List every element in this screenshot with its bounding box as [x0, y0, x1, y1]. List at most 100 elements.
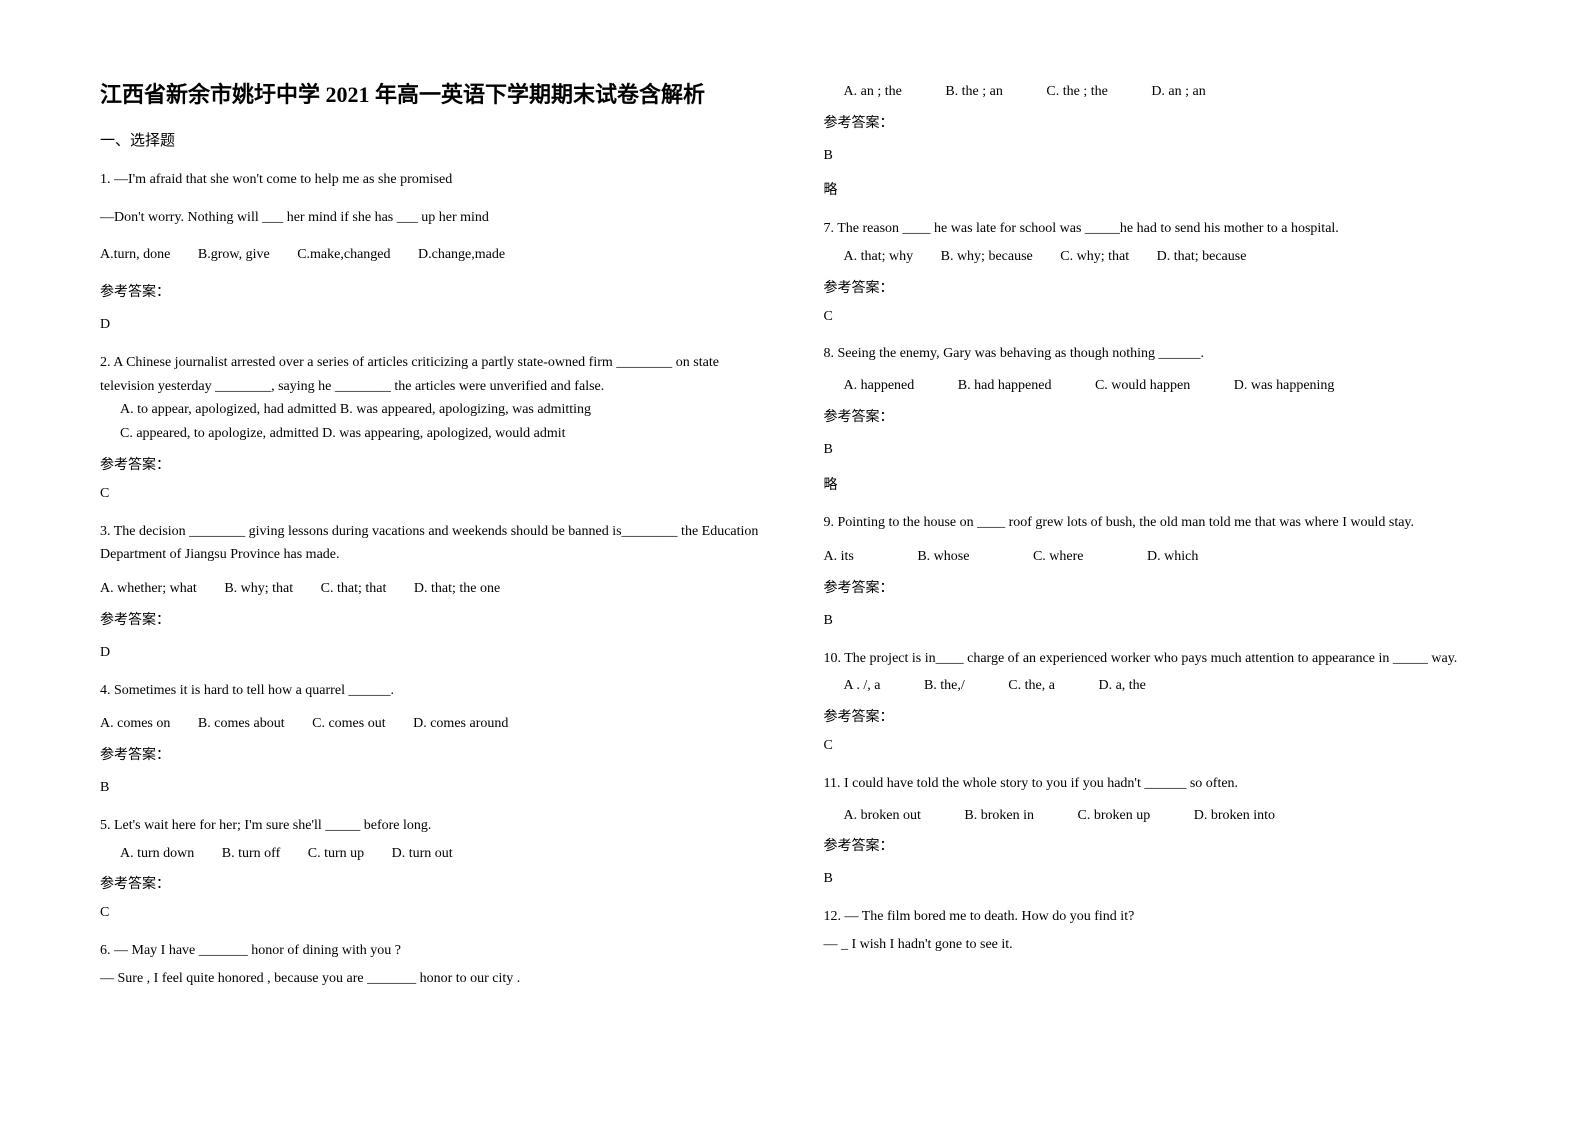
q1-line2: —Don't worry. Nothing will ___ her mind …	[100, 206, 764, 230]
q4-opt-c: C. comes out	[312, 712, 386, 736]
q10-opt-b: B. the,/	[924, 674, 965, 698]
q9-text: 9. Pointing to the house on ____ roof gr…	[824, 511, 1488, 535]
question-1: 1. —I'm afraid that she won't come to he…	[100, 168, 764, 337]
q9-options: A. its B. whose C. where D. which	[824, 545, 1488, 569]
q5-opt-d: D. turn out	[392, 842, 453, 866]
question-3: 3. The decision ________ giving lessons …	[100, 520, 764, 665]
q8-opt-c: C. would happen	[1095, 374, 1190, 398]
q2-text: 2. A Chinese journalist arrested over a …	[100, 351, 764, 399]
q8-opt-a: A. happened	[844, 374, 915, 398]
q6-line2: — Sure , I feel quite honored , because …	[100, 967, 764, 991]
q12-line1: 12. — The film bored me to death. How do…	[824, 905, 1488, 929]
q11-answer-label: 参考答案：	[824, 835, 1488, 859]
q2-answer-label: 参考答案：	[100, 454, 764, 478]
q10-answer-label: 参考答案：	[824, 706, 1488, 730]
q3-options: A. whether; what B. why; that C. that; t…	[100, 577, 764, 601]
q6-line1: 6. — May I have _______ honor of dining …	[100, 939, 764, 963]
q5-opt-b: B. turn off	[222, 842, 280, 866]
q8-omit: 略	[824, 474, 1488, 498]
q8-opt-b: B. had happened	[958, 374, 1052, 398]
q6-answer: B	[824, 144, 1488, 168]
q1-line1: 1. —I'm afraid that she won't come to he…	[100, 168, 764, 192]
q4-answer: B	[100, 776, 764, 800]
q7-opt-b: B. why; because	[941, 245, 1033, 269]
q4-text: 4. Sometimes it is hard to tell how a qu…	[100, 679, 764, 703]
q9-opt-a: A. its	[824, 545, 854, 569]
q5-text: 5. Let's wait here for her; I'm sure she…	[100, 814, 764, 838]
q11-opt-a: A. broken out	[844, 804, 921, 828]
q8-options: A. happened B. had happened C. would hap…	[824, 374, 1488, 398]
question-5: 5. Let's wait here for her; I'm sure she…	[100, 814, 764, 925]
question-4: 4. Sometimes it is hard to tell how a qu…	[100, 679, 764, 800]
q11-opt-c: C. broken up	[1078, 804, 1151, 828]
q1-answer: D	[100, 313, 764, 337]
q9-opt-c: C. where	[1033, 545, 1084, 569]
q2-opts-line1: A. to appear, apologized, had admitted B…	[100, 398, 764, 422]
q1-opt-b: B.grow, give	[198, 243, 270, 267]
q1-opt-a: A.turn, done	[100, 243, 170, 267]
q3-opt-a: A. whether; what	[100, 577, 197, 601]
q9-answer: B	[824, 609, 1488, 633]
q7-opt-d: D. that; because	[1157, 245, 1247, 269]
q4-options: A. comes on B. comes about C. comes out …	[100, 712, 764, 736]
question-10: 10. The project is in____ charge of an e…	[824, 647, 1488, 758]
q8-answer-label: 参考答案：	[824, 406, 1488, 430]
right-column: A. an ; the B. the ; an C. the ; the D. …	[824, 80, 1488, 995]
q9-opt-b: B. whose	[917, 545, 969, 569]
q4-opt-a: A. comes on	[100, 712, 170, 736]
left-column: 江西省新余市姚圩中学 2021 年高一英语下学期期末试卷含解析 一、选择题 1.…	[100, 80, 764, 995]
q7-answer: C	[824, 305, 1488, 329]
q5-opt-a: A. turn down	[120, 842, 194, 866]
q6-answer-label: 参考答案：	[824, 112, 1488, 136]
question-6-cont: A. an ; the B. the ; an C. the ; the D. …	[824, 80, 1488, 203]
q10-opt-d: D. a, the	[1098, 674, 1145, 698]
question-12: 12. — The film bored me to death. How do…	[824, 905, 1488, 957]
q3-text: 3. The decision ________ giving lessons …	[100, 520, 764, 568]
q7-options: A. that; why B. why; because C. why; tha…	[824, 245, 1488, 269]
q5-options: A. turn down B. turn off C. turn up D. t…	[100, 842, 764, 866]
q8-answer: B	[824, 438, 1488, 462]
q7-opt-c: C. why; that	[1060, 245, 1129, 269]
q4-opt-d: D. comes around	[413, 712, 508, 736]
page-title: 江西省新余市姚圩中学 2021 年高一英语下学期期末试卷含解析	[100, 80, 764, 111]
q6-opt-b: B. the ; an	[945, 80, 1003, 104]
q5-answer: C	[100, 901, 764, 925]
q4-answer-label: 参考答案：	[100, 744, 764, 768]
question-9: 9. Pointing to the house on ____ roof gr…	[824, 511, 1488, 632]
question-6: 6. — May I have _______ honor of dining …	[100, 939, 764, 991]
q7-answer-label: 参考答案：	[824, 277, 1488, 301]
q10-text: 10. The project is in____ charge of an e…	[824, 647, 1488, 671]
q7-text: 7. The reason ____ he was late for schoo…	[824, 217, 1488, 241]
q8-text: 8. Seeing the enemy, Gary was behaving a…	[824, 342, 1488, 366]
q10-options: A . /, a B. the,/ C. the, a D. a, the	[824, 674, 1488, 698]
q11-options: A. broken out B. broken in C. broken up …	[824, 804, 1488, 828]
q11-opt-b: B. broken in	[964, 804, 1034, 828]
q11-opt-d: D. broken into	[1194, 804, 1275, 828]
question-2: 2. A Chinese journalist arrested over a …	[100, 351, 764, 506]
q1-options: A.turn, done B.grow, give C.make,changed…	[100, 243, 764, 267]
q3-answer-label: 参考答案：	[100, 609, 764, 633]
q6-opt-a: A. an ; the	[844, 80, 902, 104]
q1-opt-c: C.make,changed	[297, 243, 390, 267]
q3-answer: D	[100, 641, 764, 665]
q11-answer: B	[824, 867, 1488, 891]
q4-opt-b: B. comes about	[198, 712, 285, 736]
q6-options: A. an ; the B. the ; an C. the ; the D. …	[824, 80, 1488, 104]
q2-opts-line2: C. appeared, to apologize, admitted D. w…	[100, 422, 764, 446]
section-heading: 一、选择题	[100, 129, 764, 150]
question-11: 11. I could have told the whole story to…	[824, 772, 1488, 891]
q12-line2: — _ I wish I hadn't gone to see it.	[824, 933, 1488, 957]
question-7: 7. The reason ____ he was late for schoo…	[824, 217, 1488, 328]
q8-opt-d: D. was happening	[1234, 374, 1335, 398]
q7-opt-a: A. that; why	[844, 245, 914, 269]
q6-opt-c: C. the ; the	[1046, 80, 1107, 104]
q10-opt-a: A . /, a	[844, 674, 881, 698]
q9-opt-d: D. which	[1147, 545, 1198, 569]
q2-answer: C	[100, 482, 764, 506]
q1-answer-label: 参考答案：	[100, 281, 764, 305]
q5-opt-c: C. turn up	[308, 842, 364, 866]
page-container: 江西省新余市姚圩中学 2021 年高一英语下学期期末试卷含解析 一、选择题 1.…	[100, 80, 1487, 995]
q3-opt-c: C. that; that	[321, 577, 387, 601]
q3-opt-d: D. that; the one	[414, 577, 500, 601]
q6-opt-d: D. an ; an	[1151, 80, 1205, 104]
